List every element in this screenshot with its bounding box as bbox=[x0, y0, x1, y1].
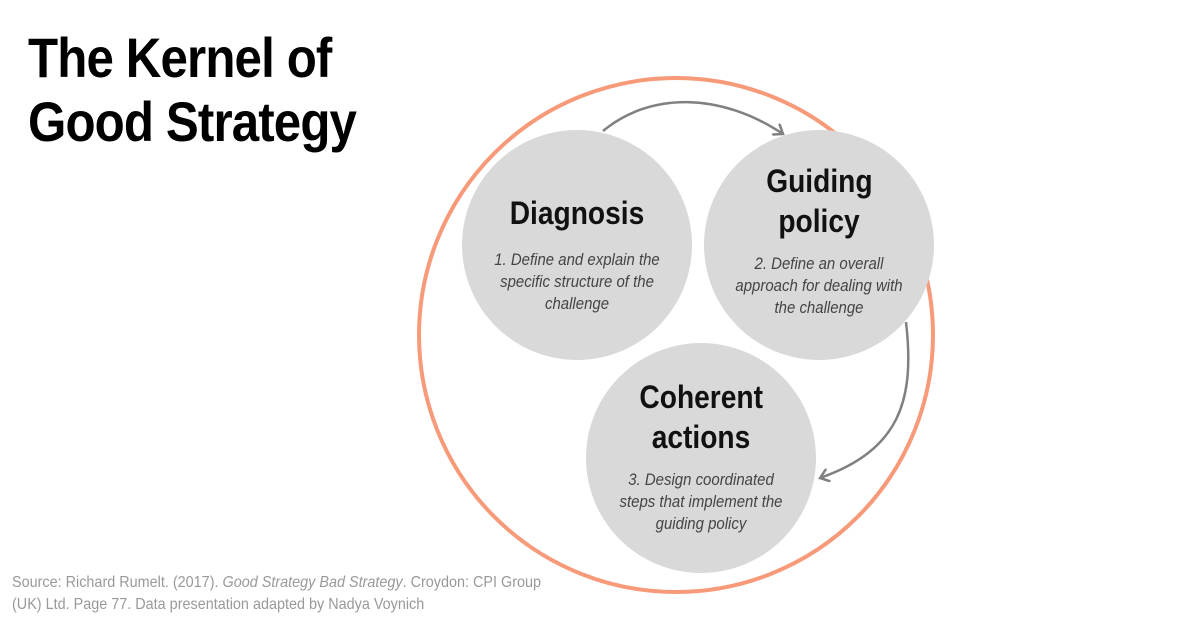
source-book-title: Good Strategy Bad Strategy bbox=[222, 574, 403, 591]
arrow-policy-to-actions bbox=[820, 321, 910, 478]
guiding-policy-label: Guiding policy 2. Define an overall appr… bbox=[709, 161, 929, 319]
page-title: The Kernel of Good Strategy bbox=[28, 26, 357, 153]
diagnosis-heading: Diagnosis bbox=[509, 195, 645, 231]
coherent-actions-circle bbox=[586, 343, 816, 573]
arrow-diagnosis-to-policy bbox=[602, 100, 783, 134]
diagnosis-description: 1. Define and explain the specific struc… bbox=[494, 250, 660, 313]
source-suffix: . Croydon: CPI Group (UK) Ltd. Page 77. … bbox=[12, 574, 542, 613]
coherent-actions-description: 3. Design coordinated steps that impleme… bbox=[619, 470, 783, 533]
guiding-policy-description: 2. Define an overall approach for dealin… bbox=[735, 254, 903, 317]
source-prefix: Source: Richard Rumelt. (2017). bbox=[12, 574, 223, 591]
guiding-policy-circle bbox=[704, 130, 934, 360]
diagnosis-label: Diagnosis 1. Define and explain the spec… bbox=[467, 193, 687, 315]
diagnosis-circle bbox=[462, 130, 692, 360]
coherent-actions-heading: Coherent actions bbox=[639, 379, 763, 455]
outer-ring bbox=[417, 76, 935, 594]
coherent-actions-label: Coherent actions 3. Design coordinated s… bbox=[591, 377, 811, 535]
source-citation: Source: Richard Rumelt. (2017). Good Str… bbox=[12, 572, 552, 616]
guiding-policy-heading: Guiding policy bbox=[766, 163, 873, 239]
